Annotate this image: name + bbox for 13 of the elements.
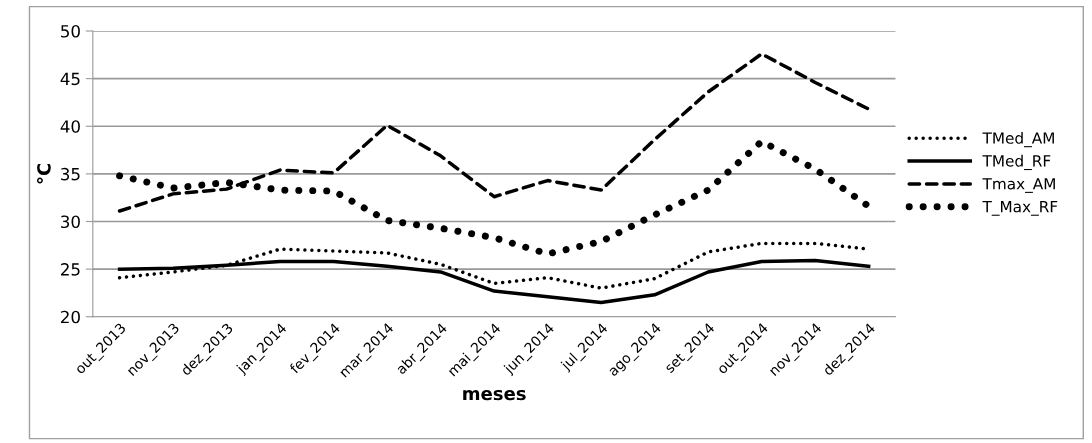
y-axis-title: °C — [36, 163, 51, 184]
y-tick-label: 35 — [61, 167, 80, 181]
y-tick-label: 30 — [61, 215, 80, 229]
y-tick-label: 25 — [61, 263, 80, 276]
y-tick-label: 45 — [60, 72, 80, 86]
y-tick-label: 40 — [60, 120, 80, 133]
legend-label: TMed_RF — [982, 154, 1051, 171]
x-axis-title: meses — [463, 389, 526, 401]
legend-label: Tmax_AM — [982, 178, 1055, 193]
legend-label: TMed_AM — [982, 132, 1054, 148]
y-tick-label: 50 — [61, 24, 80, 38]
y-tick-label: 20 — [61, 310, 80, 324]
legend-label: T_Max_RF — [982, 201, 1058, 216]
